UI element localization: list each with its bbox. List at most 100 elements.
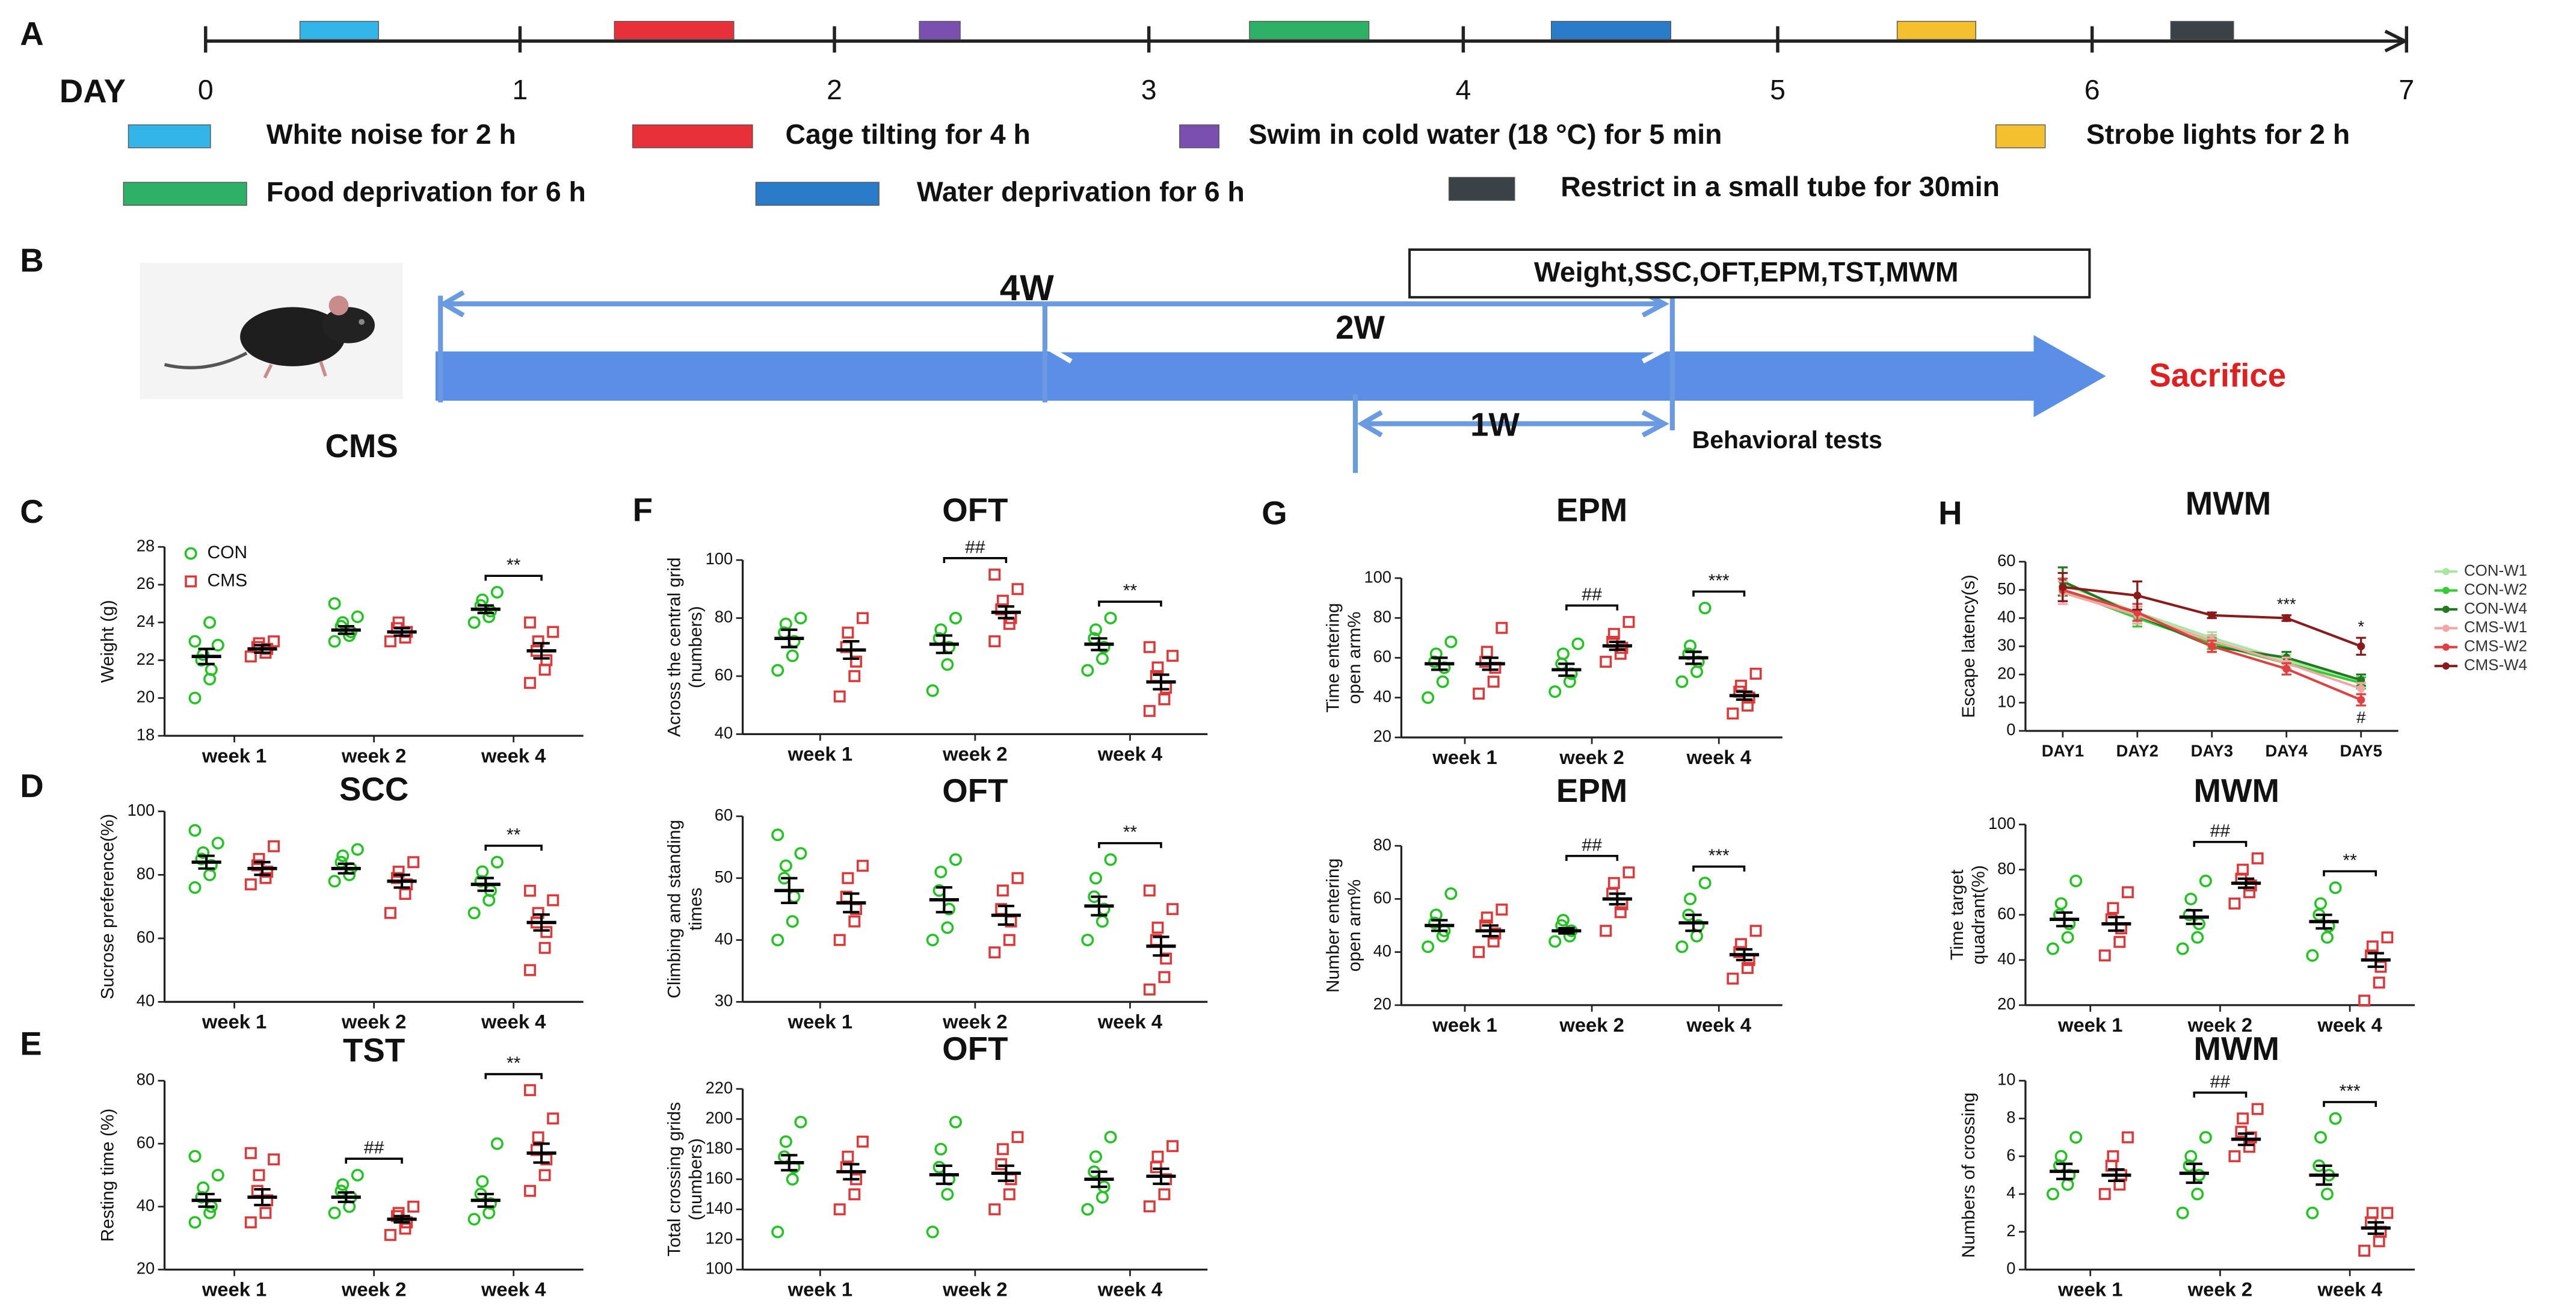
x-tick-label: week 4 [481,744,546,766]
data-point [2306,949,2319,962]
legend-label: CMS-W4 [2464,657,2527,674]
data-point [384,635,396,648]
data-point [1160,952,1172,965]
data-point [532,635,544,648]
error-bar [1736,690,1753,701]
data-point [1571,637,1585,650]
legend-label: CON [208,543,248,562]
data-point [1166,903,1179,916]
data-point [848,1188,861,1201]
x-tick-label: week 1 [202,1278,267,1301]
x-tick-label: week 4 [1097,1011,1163,1033]
stress-period [1896,20,1976,40]
cms-label: CMS [325,428,398,464]
x-tick-label: week 1 [787,743,852,765]
y-tick-label: 40 [715,724,733,742]
data-point [1081,664,1094,677]
data-point [547,626,559,638]
significance-bracket [1692,865,1746,872]
data-point [253,852,265,865]
data-point [2358,1245,2371,1257]
panel-label: A [20,15,43,52]
data-point [1436,675,1449,688]
data-point [188,1216,202,1229]
data-point [467,616,481,629]
legend-label: Swim in cold water (18 °C) for 5 min [1248,119,1722,150]
chart-title: OFT [942,772,1008,809]
data-point [842,872,854,884]
y-tick-label: 80 [1997,859,2015,878]
data-point [538,664,551,676]
data-point [1749,925,1762,937]
y-tick-label: 40 [1373,941,1391,960]
data-point [2184,892,2198,905]
y-tick-label: 100 [1988,814,2016,833]
data-point [1143,884,1156,897]
error-bar [477,876,494,892]
data-point [2046,1187,2059,1201]
data-point [253,1169,265,1181]
y-tick-label: 120 [706,1229,733,1248]
x-tick-label: week 1 [202,1011,267,1033]
data-point [1600,656,1612,668]
significance-label: ** [2343,851,2357,870]
data-point [1698,876,1712,890]
error-bar [477,1192,494,1208]
data-point [934,865,948,878]
data-point [538,1169,551,1181]
data-point [244,1216,257,1228]
chart-title: OFT [942,1030,1008,1067]
y-tick-label: 8 [2006,1108,2015,1127]
y-tick-label: 28 [137,536,155,555]
data-point [2113,935,2126,948]
error-bar [1558,662,1575,677]
y-axis-label: Sucrose preference(%) [98,814,118,1000]
data-point [771,934,784,947]
y-tick-label: 24 [137,612,155,630]
y-tick-label: 18 [137,725,155,744]
error-bar [781,876,798,904]
legend-marker [2442,643,2450,651]
y-tick-label: 2 [2006,1221,2015,1240]
tests-label: Weight,SSC,OFT,EPM,TST,MWM [1534,256,1959,288]
data-point [351,1168,364,1181]
y-tick-label: 60 [137,928,155,946]
x-tick-label: week 2 [341,1011,406,1033]
y-tick-label: 80 [1373,607,1391,626]
error-bar [1685,650,1702,665]
data-point [336,616,350,629]
data-point [188,881,202,894]
y-tick-label: 20 [1373,727,1391,745]
data-point [188,691,202,704]
chart: MWM 20 40 60 80 100 Time target quadrant(%) week… [1947,772,2415,1036]
x-tick-label: DAY2 [2116,742,2158,760]
legend-label: White noise for 2 h [267,119,516,150]
data-point [2122,1131,2134,1144]
y-tick-label: 100 [128,801,155,819]
legend-swatch [1448,177,1515,201]
significance-label: ## [965,537,985,557]
data-point [1481,911,1493,924]
error-bar [533,913,550,932]
significance-bracket [484,845,543,851]
data-point [407,1200,420,1213]
y-tick-label: 60 [1997,551,2015,570]
data-point [524,964,536,976]
data-point [2306,1206,2319,1219]
data-point [1095,1190,1109,1204]
error-bar [997,904,1015,926]
day-label: 0 [198,74,214,105]
error-bar [477,604,494,615]
legend-swatch [1995,124,2046,149]
data-point [1727,972,1739,985]
y-tick-label: 30 [715,991,733,1010]
data-point [1005,1173,1017,1186]
end-label: Sacrifice [2149,357,2286,393]
data-point [2237,863,2249,876]
duration-label: 1W [1470,406,1520,443]
data-point [1473,688,1485,700]
data-point [188,824,202,837]
data-point [1444,887,1458,901]
significance-bracket [1692,590,1746,597]
data-point [848,915,861,928]
